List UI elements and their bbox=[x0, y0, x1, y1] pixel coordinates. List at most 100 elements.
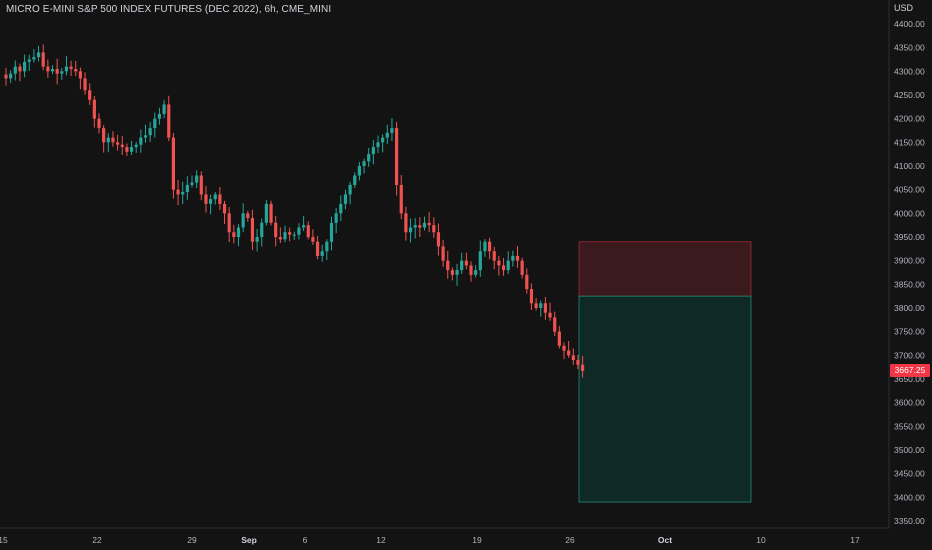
candle-body bbox=[492, 251, 496, 261]
candle-body bbox=[27, 59, 31, 62]
time-tick-label: 12 bbox=[376, 535, 386, 545]
stop-loss-zone[interactable] bbox=[578, 241, 752, 297]
candle-body bbox=[167, 104, 171, 138]
candle-body bbox=[269, 203, 273, 223]
candle-body bbox=[111, 137, 115, 143]
candle-body bbox=[13, 66, 17, 74]
candle-body bbox=[278, 237, 282, 240]
price-tick-label: 4400.00 bbox=[894, 19, 925, 29]
candle-body bbox=[446, 260, 450, 271]
candle-body bbox=[557, 331, 561, 346]
candle-body bbox=[436, 232, 441, 247]
candle-body bbox=[371, 147, 375, 155]
candle-body bbox=[302, 225, 306, 228]
price-tick-label: 3350.00 bbox=[894, 516, 925, 526]
price-tick-label: 3800.00 bbox=[894, 303, 925, 313]
time-tick-label: 19 bbox=[472, 535, 482, 545]
candle-body bbox=[153, 118, 157, 129]
price-tick-label: 3850.00 bbox=[894, 279, 925, 289]
candle-body bbox=[41, 52, 45, 67]
candle-body bbox=[455, 270, 459, 275]
candle-body bbox=[83, 78, 87, 91]
candle-body bbox=[236, 227, 241, 237]
candle-body bbox=[213, 194, 217, 200]
candle-body bbox=[357, 166, 361, 176]
candle-body bbox=[339, 203, 343, 214]
candle-body bbox=[506, 260, 510, 271]
candle-body bbox=[92, 99, 96, 119]
candle-body bbox=[176, 189, 180, 195]
candle-body bbox=[348, 184, 352, 195]
position-tool[interactable] bbox=[578, 241, 752, 503]
candle-body bbox=[55, 68, 59, 74]
candle-body bbox=[329, 222, 334, 242]
candle-body bbox=[46, 66, 50, 72]
candle-body bbox=[288, 232, 292, 235]
currency-label: USD bbox=[894, 3, 914, 13]
candle-body bbox=[353, 175, 357, 185]
candle-body bbox=[199, 175, 203, 195]
candle-body bbox=[195, 175, 199, 183]
candle-body bbox=[250, 218, 255, 242]
candle-body bbox=[488, 241, 492, 252]
candle-body bbox=[218, 194, 222, 204]
time-tick-label: Oct bbox=[658, 535, 672, 545]
price-tick-label: 3450.00 bbox=[894, 469, 925, 479]
candle-body bbox=[543, 303, 547, 313]
candle-body bbox=[362, 161, 366, 166]
candle-body bbox=[292, 234, 296, 236]
candle-body bbox=[120, 144, 124, 148]
candle-body bbox=[520, 260, 524, 275]
candle-body bbox=[88, 90, 92, 100]
candle-body bbox=[515, 255, 520, 261]
candle-body bbox=[450, 270, 454, 275]
price-tick-label: 3900.00 bbox=[894, 256, 925, 266]
candle-body bbox=[143, 135, 148, 138]
candle-body bbox=[162, 104, 166, 114]
price-tick-label: 4150.00 bbox=[894, 137, 925, 147]
candle-body bbox=[69, 66, 73, 69]
candle-body bbox=[306, 225, 310, 237]
profit-target-zone[interactable] bbox=[578, 295, 752, 503]
candle-body bbox=[571, 355, 575, 361]
candle-body bbox=[334, 213, 338, 223]
candle-body bbox=[376, 142, 380, 148]
candle-body bbox=[315, 241, 320, 256]
candle-body bbox=[483, 241, 487, 252]
price-axis[interactable]: 4400.00 4350.00 4300.00 4250.00 4200.00 4150.… bbox=[894, 19, 925, 526]
candle-body bbox=[529, 289, 534, 304]
candle-body bbox=[18, 66, 22, 72]
candle-body bbox=[404, 213, 408, 233]
time-tick-label: 10 bbox=[756, 535, 766, 545]
candle-body bbox=[427, 222, 431, 226]
candle-body bbox=[478, 251, 482, 271]
candles-group bbox=[4, 44, 585, 378]
candle-body bbox=[190, 182, 194, 185]
candle-body bbox=[562, 345, 566, 351]
candle-body bbox=[9, 73, 13, 79]
candle-body bbox=[74, 68, 78, 72]
candle-body bbox=[50, 68, 55, 72]
price-tick-label: 3400.00 bbox=[894, 492, 925, 502]
candle-body bbox=[399, 184, 403, 214]
candle-body bbox=[469, 265, 473, 275]
candle-body bbox=[567, 350, 571, 356]
price-tick-label: 3500.00 bbox=[894, 445, 925, 455]
candle-body bbox=[432, 225, 436, 233]
time-axis[interactable]: 15 22 29 Sep 6 12 19 26 Oct 10 17 bbox=[0, 535, 860, 545]
candle-body bbox=[441, 246, 445, 261]
candle-body bbox=[125, 147, 129, 152]
price-tick-label: 3700.00 bbox=[894, 350, 925, 360]
candle-body bbox=[232, 232, 236, 237]
candle-body bbox=[474, 270, 478, 275]
candle-body bbox=[60, 71, 64, 74]
price-tick-label: 4250.00 bbox=[894, 90, 925, 100]
price-tick-label: 3650.00 bbox=[894, 374, 925, 384]
time-tick-label: 22 bbox=[92, 535, 102, 545]
price-tick-label: 4300.00 bbox=[894, 66, 925, 76]
candle-body bbox=[320, 251, 324, 256]
candle-body bbox=[553, 317, 557, 332]
candle-body bbox=[139, 137, 143, 145]
symbol-title: MICRO E-MINI S&P 500 INDEX FUTURES (DEC … bbox=[6, 4, 332, 15]
